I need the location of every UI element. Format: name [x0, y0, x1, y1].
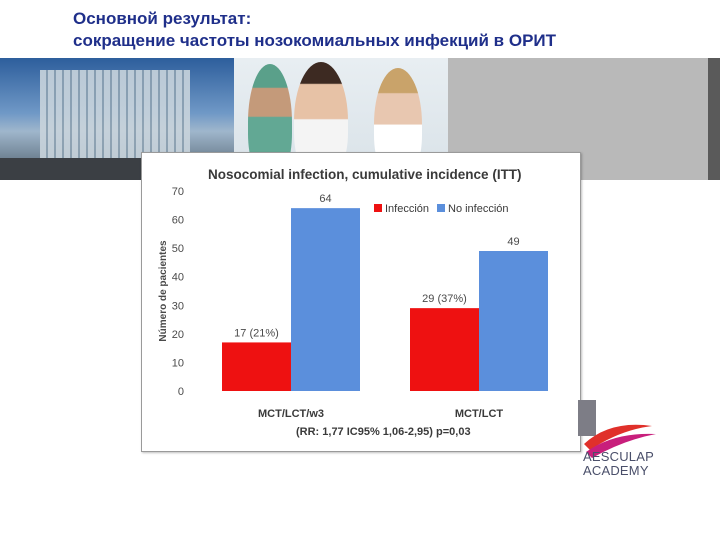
- y-tick-label: 10: [172, 357, 184, 369]
- aesculap-academy-logo-mark: [578, 400, 656, 458]
- slide-title-line-2: сокращение частоты нозокомиальных инфекц…: [73, 31, 557, 50]
- bar-value-labels: 17 (21%) 64 29 (37%) 49: [234, 193, 519, 339]
- y-tick-label: 60: [172, 215, 184, 227]
- bar-chart: Nosocomial infection, cumulative inciden…: [158, 167, 548, 438]
- y-tick-label: 30: [172, 300, 184, 312]
- bar-infection-1: [222, 342, 291, 391]
- y-axis-ticks: 0 10 20 30 40 50 60 70: [172, 186, 184, 398]
- x-axis-note: (RR: 1,77 IC95% 1,06-2,95) p=0,03: [296, 426, 471, 438]
- bar-no-infection-2: [479, 251, 548, 391]
- logo-swoosh-red: [584, 424, 652, 450]
- logo-text-line-1: AESCULAP: [583, 449, 654, 464]
- y-tick-label: 20: [172, 329, 184, 341]
- legend-label-infection: Infección: [385, 203, 429, 215]
- hospital-building-photo: [0, 58, 234, 180]
- chart-legend: Infección No infección: [374, 203, 509, 215]
- slide-title: Основной результат: сокращение частоты н…: [73, 8, 693, 52]
- legend-swatch-infection: [374, 204, 382, 212]
- x-tick-label: MCT/LCT/w3: [258, 408, 324, 420]
- bar-infection-2: [410, 308, 479, 391]
- legend-swatch-no-infection: [437, 204, 445, 212]
- chart-panel: Nosocomial infection, cumulative inciden…: [141, 152, 581, 452]
- logo-pillar: [578, 400, 596, 436]
- bar-value-label: 64: [319, 193, 331, 205]
- slide-title-line-1: Основной результат:: [73, 9, 252, 28]
- y-tick-label: 0: [178, 386, 184, 398]
- bar-no-infection-1: [291, 208, 360, 391]
- aesculap-academy-logo-text: AESCULAP ACADEMY: [583, 450, 654, 478]
- banner-dark-edge: [708, 58, 720, 180]
- chart-title: Nosocomial infection, cumulative inciden…: [208, 167, 522, 182]
- legend-label-no-infection: No infección: [448, 203, 509, 215]
- y-tick-label: 40: [172, 272, 184, 284]
- bar-value-label: 49: [507, 236, 519, 248]
- bar-value-label: 29 (37%): [422, 293, 467, 305]
- y-axis-label: Número de pacientes: [158, 240, 169, 342]
- y-tick-label: 70: [172, 186, 184, 198]
- logo-text-line-2: ACADEMY: [583, 463, 649, 478]
- x-tick-label: MCT/LCT: [455, 408, 504, 420]
- x-axis-ticks: MCT/LCT/w3 MCT/LCT: [258, 408, 503, 420]
- y-tick-label: 50: [172, 243, 184, 255]
- bars: [222, 208, 548, 391]
- logo-swoosh-magenta: [586, 433, 656, 458]
- bar-value-label: 17 (21%): [234, 327, 279, 339]
